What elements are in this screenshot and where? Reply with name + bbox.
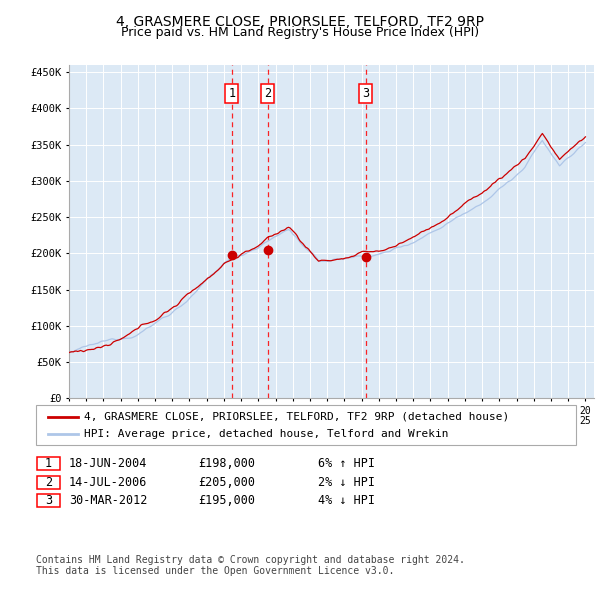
Text: 3: 3 xyxy=(362,87,370,100)
Text: HPI: Average price, detached house, Telford and Wrekin: HPI: Average price, detached house, Telf… xyxy=(84,429,449,439)
Text: 3: 3 xyxy=(45,494,52,507)
Text: £198,000: £198,000 xyxy=(198,457,255,470)
Text: 4, GRASMERE CLOSE, PRIORSLEE, TELFORD, TF2 9RP (detached house): 4, GRASMERE CLOSE, PRIORSLEE, TELFORD, T… xyxy=(84,412,509,422)
Text: Price paid vs. HM Land Registry's House Price Index (HPI): Price paid vs. HM Land Registry's House … xyxy=(121,26,479,39)
Text: £205,000: £205,000 xyxy=(198,476,255,489)
Text: 14-JUL-2006: 14-JUL-2006 xyxy=(69,476,148,489)
Text: 1: 1 xyxy=(228,87,235,100)
Text: 6% ↑ HPI: 6% ↑ HPI xyxy=(318,457,375,470)
Text: 2% ↓ HPI: 2% ↓ HPI xyxy=(318,476,375,489)
Text: 4, GRASMERE CLOSE, PRIORSLEE, TELFORD, TF2 9RP: 4, GRASMERE CLOSE, PRIORSLEE, TELFORD, T… xyxy=(116,15,484,29)
Text: Contains HM Land Registry data © Crown copyright and database right 2024.
This d: Contains HM Land Registry data © Crown c… xyxy=(36,555,465,576)
Text: 30-MAR-2012: 30-MAR-2012 xyxy=(69,494,148,507)
Text: 4% ↓ HPI: 4% ↓ HPI xyxy=(318,494,375,507)
Text: 2: 2 xyxy=(264,87,271,100)
Text: £195,000: £195,000 xyxy=(198,494,255,507)
Text: 18-JUN-2004: 18-JUN-2004 xyxy=(69,457,148,470)
Text: 1: 1 xyxy=(45,457,52,470)
Text: 2: 2 xyxy=(45,476,52,489)
